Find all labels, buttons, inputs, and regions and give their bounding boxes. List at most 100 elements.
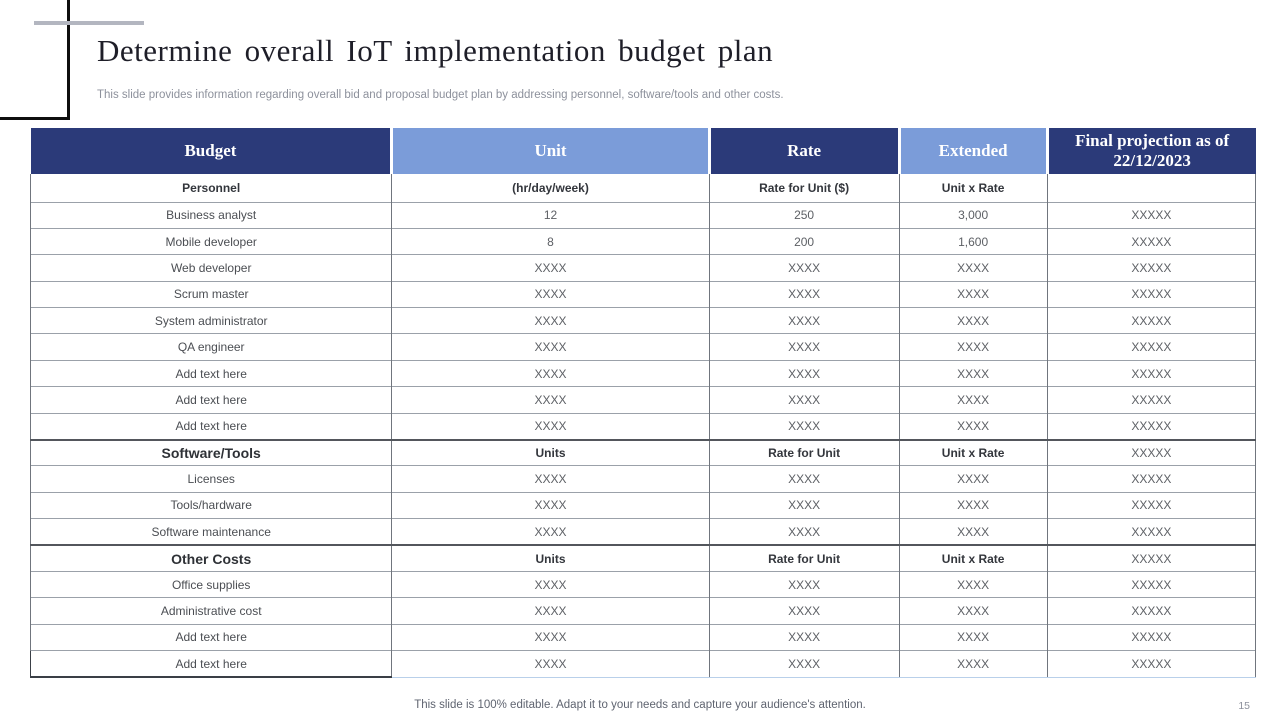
row-label-cell: Personnel xyxy=(29,174,393,202)
row-label-cell: System administrator xyxy=(29,307,393,334)
table-cell: Units xyxy=(391,438,710,466)
table-cell: XXXXX xyxy=(1046,623,1257,651)
table-row-business-analyst: Business analyst 12 250 3,000 XXXXX xyxy=(29,201,1257,229)
row-label-cell: Licenses xyxy=(29,465,393,493)
table-cell: XXXXX xyxy=(1046,491,1257,519)
page-subtitle: This slide provides information regardin… xyxy=(97,89,784,101)
table-cell: XXXX xyxy=(708,333,900,361)
table-row-administrative-cost: Administrative cost XXXX XXXX XXXX XXXXX xyxy=(29,597,1257,625)
table-cell: XXXX xyxy=(708,623,900,651)
table-cell: XXXXX xyxy=(1046,544,1257,572)
table-cell: XXXX xyxy=(898,650,1048,678)
table-row-software-tools: Software/Tools Units Rate for Unit Unit x R… xyxy=(29,438,1257,466)
table-row-mobile-developer: Mobile developer 8 200 1,600 XXXXX xyxy=(29,227,1257,255)
corner-decoration-vertical-line xyxy=(67,0,70,120)
table-cell: 3,000 xyxy=(898,201,1048,229)
budget-table: Budget Unit Rate Extended Final projection a… xyxy=(29,128,1257,679)
table-row-web-developer: Web developer XXXX XXXX XXXX XXXXX xyxy=(29,254,1257,282)
table-cell xyxy=(1046,174,1257,202)
column-header-unit: Unit xyxy=(390,128,710,174)
table-cell: XXXXX xyxy=(1046,359,1257,387)
table-cell: XXXX xyxy=(898,386,1048,414)
row-label-cell: Add text here xyxy=(29,359,393,387)
table-cell: XXXX xyxy=(898,570,1048,598)
row-label-cell: QA engineer xyxy=(29,333,393,361)
table-cell: Rate for Unit xyxy=(708,438,900,466)
table-cell: 250 xyxy=(708,201,900,229)
table-row-scrum-master: Scrum master XXXX XXXX XXXX XXXXX xyxy=(29,280,1257,308)
table-cell: Unit x Rate xyxy=(898,544,1048,572)
table-cell: XXXX xyxy=(898,597,1048,625)
row-label-cell: Software/Tools xyxy=(29,438,393,466)
table-cell: Rate for Unit xyxy=(708,544,900,572)
table-cell: XXXXX xyxy=(1046,570,1257,598)
table-cell: XXXX xyxy=(708,650,900,678)
table-cell: Unit x Rate xyxy=(898,174,1048,202)
table-row-office-supplies: Office supplies XXXX XXXX XXXX XXXXX xyxy=(29,570,1257,598)
table-cell: XXXXX xyxy=(1046,254,1257,282)
table-cell: XXXX xyxy=(391,570,710,598)
table-row-add-text-here: Add text here XXXX XXXX XXXX XXXXX xyxy=(29,359,1257,387)
table-cell: XXXX xyxy=(708,465,900,493)
table-cell: XXXX xyxy=(708,307,900,334)
table-cell: XXXX xyxy=(391,597,710,625)
column-header-budget: Budget xyxy=(30,128,392,174)
table-cell: XXXX xyxy=(391,280,710,308)
table-row-software-maintenance: Software maintenance XXXX XXXX XXXX XXXXX xyxy=(29,518,1257,546)
table-cell: XXXX xyxy=(708,280,900,308)
column-header-extended: Extended xyxy=(897,128,1048,174)
page-number: 15 xyxy=(1238,700,1250,712)
row-label-cell: Mobile developer xyxy=(29,227,393,255)
table-row-tools-hardware: Tools/hardware XXXX XXXX XXXX XXXXX xyxy=(29,491,1257,519)
row-label-cell: Scrum master xyxy=(29,280,393,308)
table-cell: (hr/day/week) xyxy=(391,174,710,202)
table-row-add-text-here: Add text here XXXX XXXX XXXX XXXXX xyxy=(29,623,1257,651)
table-cell: XXXX xyxy=(391,333,710,361)
table-cell: XXXXX xyxy=(1046,438,1257,466)
table-cell: XXXXX xyxy=(1046,465,1257,493)
table-cell: XXXXX xyxy=(1046,386,1257,414)
table-cell: XXXX xyxy=(708,570,900,598)
table-cell: XXXX xyxy=(708,386,900,414)
table-cell: XXXXX xyxy=(1046,307,1257,334)
accent-gray-line xyxy=(34,21,144,25)
table-row-licenses: Licenses XXXX XXXX XXXX XXXXX xyxy=(29,465,1257,493)
table-cell: XXXX xyxy=(391,412,710,440)
table-cell: XXXX xyxy=(898,254,1048,282)
table-cell: XXXX xyxy=(898,359,1048,387)
table-cell: XXXXX xyxy=(1046,412,1257,440)
table-cell: XXXX xyxy=(391,359,710,387)
table-cell: XXXX xyxy=(898,518,1048,546)
row-label-cell: Add text here xyxy=(29,650,393,679)
table-cell: Units xyxy=(391,544,710,572)
table-row-other-costs: Other Costs Units Rate for Unit Unit x Rate… xyxy=(29,544,1257,572)
footer-note: This slide is 100% editable. Adapt it to… xyxy=(414,699,866,711)
table-cell: XXXX xyxy=(708,597,900,625)
row-label-cell: Other Costs xyxy=(29,544,393,572)
table-cell: XXXX xyxy=(898,623,1048,651)
table-cell: XXXX xyxy=(708,359,900,387)
table-cell: XXXX xyxy=(708,412,900,440)
table-cell: XXXX xyxy=(391,623,710,651)
row-label-cell: Add text here xyxy=(29,623,393,651)
table-header-row: Budget Unit Rate Extended Final projection a… xyxy=(30,128,1256,174)
table-cell: XXXX xyxy=(708,491,900,519)
table-cell: XXXX xyxy=(391,465,710,493)
table-cell: XXXXX xyxy=(1046,201,1257,229)
table-cell: XXXX xyxy=(898,412,1048,440)
table-row-personnel: Personnel (hr/day/week) Rate for Unit ($) U… xyxy=(29,174,1257,202)
table-cell: XXXX xyxy=(391,386,710,414)
table-cell: XXXX xyxy=(391,254,710,282)
row-label-cell: Tools/hardware xyxy=(29,491,393,519)
column-header-rate: Rate xyxy=(707,128,900,174)
row-label-cell: Web developer xyxy=(29,254,393,282)
table-cell: XXXX xyxy=(391,307,710,334)
table-cell: XXXX xyxy=(708,518,900,546)
table-cell: Rate for Unit ($) xyxy=(708,174,900,202)
table-cell: Unit x Rate xyxy=(898,438,1048,466)
table-cell: XXXX xyxy=(898,280,1048,308)
table-row-add-text-here: Add text here XXXX XXXX XXXX XXXXX xyxy=(29,386,1257,414)
table-cell: XXXX xyxy=(391,491,710,519)
table-row-qa-engineer: QA engineer XXXX XXXX XXXX XXXXX xyxy=(29,333,1257,361)
